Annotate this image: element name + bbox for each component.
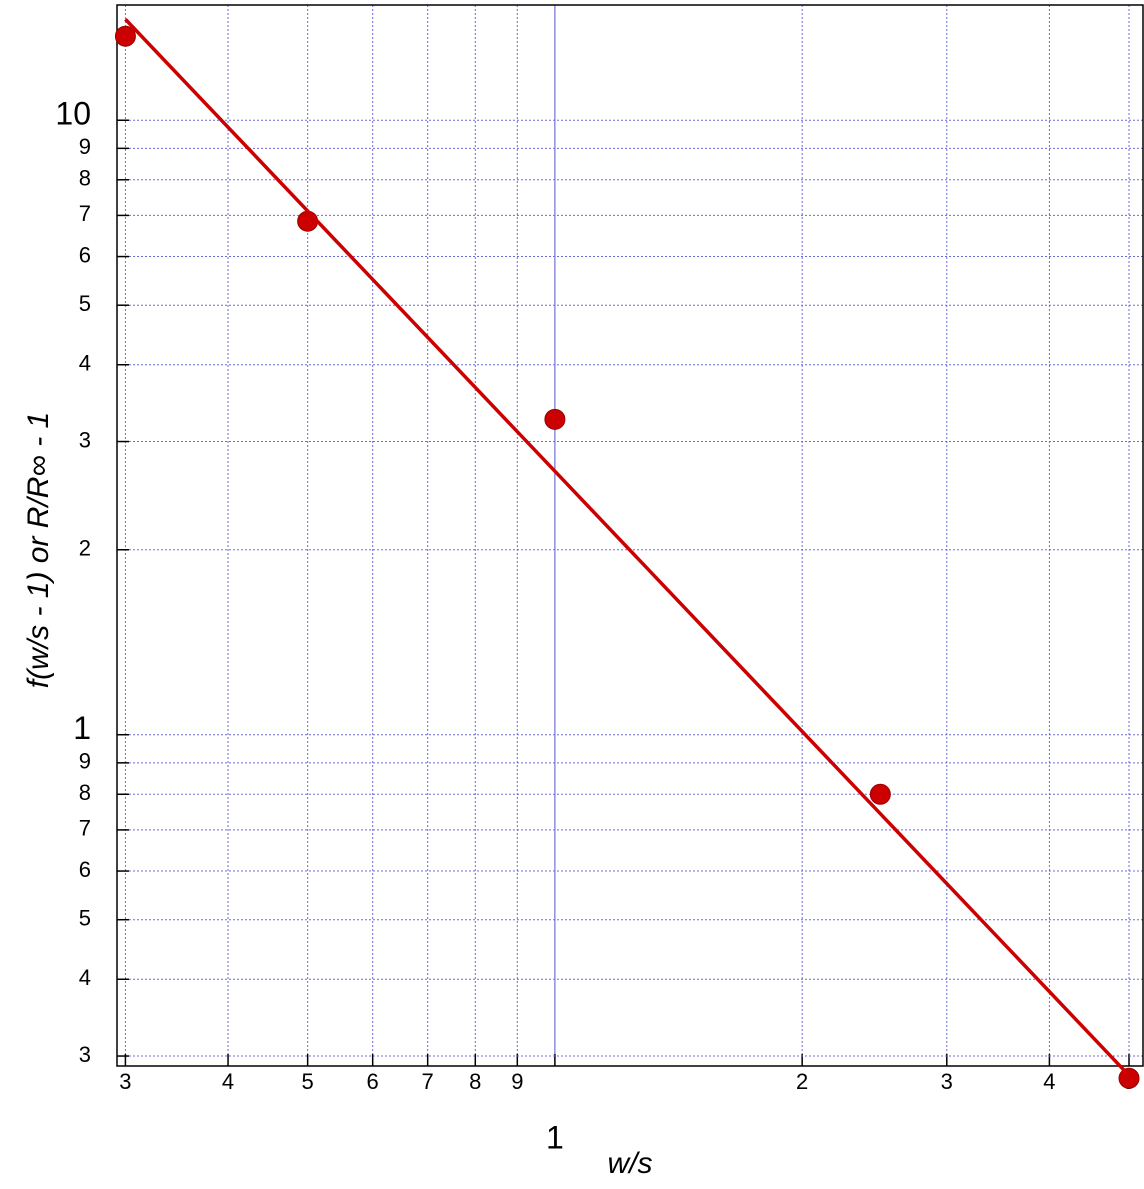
data-point (1118, 1067, 1140, 1089)
x-tick-label: 6 (367, 1069, 379, 1094)
data-point (544, 408, 566, 430)
x-tick-label: 3 (941, 1069, 953, 1094)
x-tick-label: 2 (796, 1069, 808, 1094)
x-tick-label: 8 (469, 1069, 481, 1094)
x-tick-label: 4 (222, 1069, 234, 1094)
x-tick-label: 4 (1043, 1069, 1055, 1094)
x-tick-label: 7 (422, 1069, 434, 1094)
y-tick-label: 2 (79, 536, 91, 561)
y-tick-label: 3 (79, 427, 91, 452)
x-tick-label: 9 (511, 1069, 523, 1094)
y-tick-label: 9 (79, 749, 91, 774)
y-tick-label: 8 (79, 780, 91, 805)
data-point (114, 25, 136, 47)
x-tick-label: 3 (119, 1069, 131, 1094)
data-point (869, 783, 891, 805)
y-axis-label: f(w/s - 1) or R/R∞ - 1 (22, 412, 55, 688)
x-tick-label: 5 (302, 1069, 314, 1094)
x-axis-label: w/s (608, 1147, 653, 1180)
y-tick-label: 7 (79, 201, 91, 226)
y-tick-label: 6 (79, 857, 91, 882)
y-tick-label: 10 (55, 96, 91, 132)
y-tick-label: 1 (73, 710, 91, 746)
y-tick-label: 4 (79, 351, 91, 376)
plot-frame (116, 4, 1144, 1067)
x-tick-label: 1 (546, 1119, 564, 1155)
data-point (297, 210, 319, 232)
y-tick-label: 4 (79, 965, 91, 990)
fit-line (124, 18, 1131, 1077)
y-tick-label: 7 (79, 816, 91, 841)
y-tick-label: 3 (79, 1042, 91, 1067)
y-tick-label: 5 (79, 906, 91, 931)
y-tick-label: 9 (79, 134, 91, 159)
y-tick-label: 8 (79, 166, 91, 191)
y-tick-label: 5 (79, 291, 91, 316)
y-tick-label: 6 (79, 242, 91, 267)
